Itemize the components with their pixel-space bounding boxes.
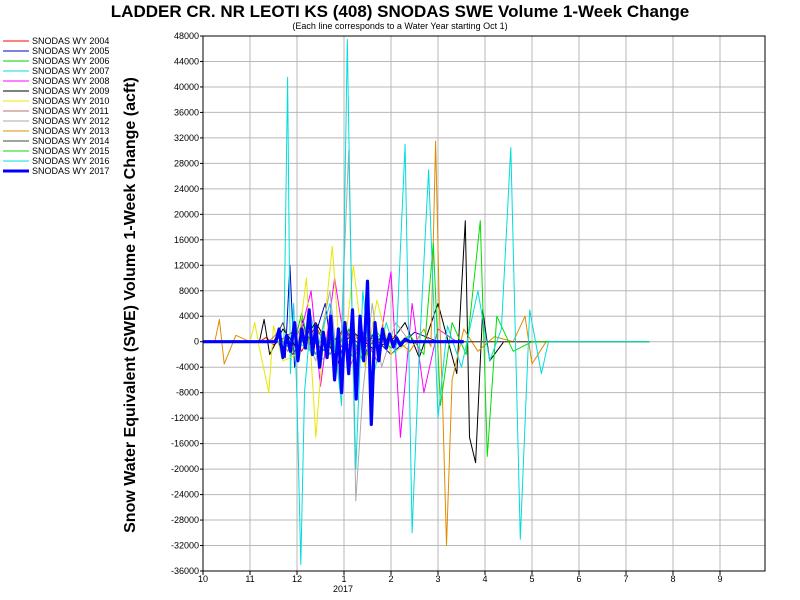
y-axis-ticks: 4800044000400003600032000280002400020000… — [171, 31, 203, 576]
legend-label-snodas-wy-2013: SNODAS WY 2013 — [32, 126, 109, 136]
y-tick-label: 32000 — [174, 133, 199, 143]
y-tick-label: 40000 — [174, 82, 199, 92]
y-tick-label: -16000 — [171, 439, 199, 449]
x-tick-label: 6 — [576, 574, 581, 584]
x-tick-label: 3 — [435, 574, 440, 584]
y-tick-label: 24000 — [174, 184, 199, 194]
x-tick-label: 10 — [198, 574, 208, 584]
y-tick-label: 0 — [194, 337, 199, 347]
y-tick-label: -24000 — [171, 490, 199, 500]
y-axis-label: Snow Water Equivalent (SWE) Volume 1-Wee… — [122, 77, 139, 533]
y-tick-label: -4000 — [176, 362, 199, 372]
legend-label-snodas-wy-2008: SNODAS WY 2008 — [32, 76, 109, 86]
y-tick-label: 36000 — [174, 107, 199, 117]
legend-label-snodas-wy-2006: SNODAS WY 2006 — [32, 56, 109, 66]
y-tick-label: -12000 — [171, 413, 199, 423]
x-tick-label: 1 — [341, 574, 346, 584]
y-tick-label: 12000 — [174, 260, 199, 270]
y-tick-label: -28000 — [171, 515, 199, 525]
y-tick-label: 48000 — [174, 31, 199, 41]
y-tick-label: 20000 — [174, 209, 199, 219]
y-tick-label: 16000 — [174, 235, 199, 245]
y-tick-label: 8000 — [179, 286, 199, 296]
legend-label-snodas-wy-2017: SNODAS WY 2017 — [32, 166, 109, 176]
legend-label-snodas-wy-2010: SNODAS WY 2010 — [32, 96, 109, 106]
x-tick-label: 2 — [388, 574, 393, 584]
x-tick-label: 11 — [245, 574, 254, 584]
x-tick-label: 4 — [482, 574, 487, 584]
y-tick-label: -36000 — [171, 566, 199, 576]
y-tick-label: 28000 — [174, 158, 199, 168]
x-axis-ticks: 10 11 12 1 2 3 4 5 6 7 8 9 — [198, 571, 723, 584]
chart-subtitle: (Each line corresponds to a Water Year s… — [292, 21, 507, 31]
legend-label-snodas-wy-2016: SNODAS WY 2016 — [32, 156, 109, 166]
legend-label-snodas-wy-2014: SNODAS WY 2014 — [32, 136, 109, 146]
y-tick-label: -32000 — [171, 541, 199, 551]
chart-title: LADDER CR. NR LEOTI KS (408) SNODAS SWE … — [111, 2, 689, 21]
y-tick-label: -8000 — [176, 388, 199, 398]
x-tick-label: 7 — [623, 574, 628, 584]
y-tick-label: -20000 — [171, 464, 199, 474]
legend-label-snodas-wy-2011: SNODAS WY 2011 — [32, 106, 109, 116]
legend-label-snodas-wy-2005: SNODAS WY 2005 — [32, 46, 109, 56]
x-tick-label: 9 — [717, 574, 722, 584]
legend-label-snodas-wy-2007: SNODAS WY 2007 — [32, 66, 109, 76]
x-year-label: 2017 — [333, 584, 353, 594]
x-tick-label: 5 — [529, 574, 534, 584]
legend-label-snodas-wy-2009: SNODAS WY 2009 — [32, 86, 109, 96]
legend-label-snodas-wy-2012: SNODAS WY 2012 — [32, 116, 109, 126]
y-tick-label: 4000 — [179, 311, 199, 321]
legend-label-snodas-wy-2004: SNODAS WY 2004 — [32, 36, 109, 46]
legend-label-snodas-wy-2015: SNODAS WY 2015 — [32, 146, 109, 156]
x-tick-label: 12 — [292, 574, 302, 584]
y-tick-label: 44000 — [174, 56, 199, 66]
x-tick-label: 8 — [670, 574, 675, 584]
